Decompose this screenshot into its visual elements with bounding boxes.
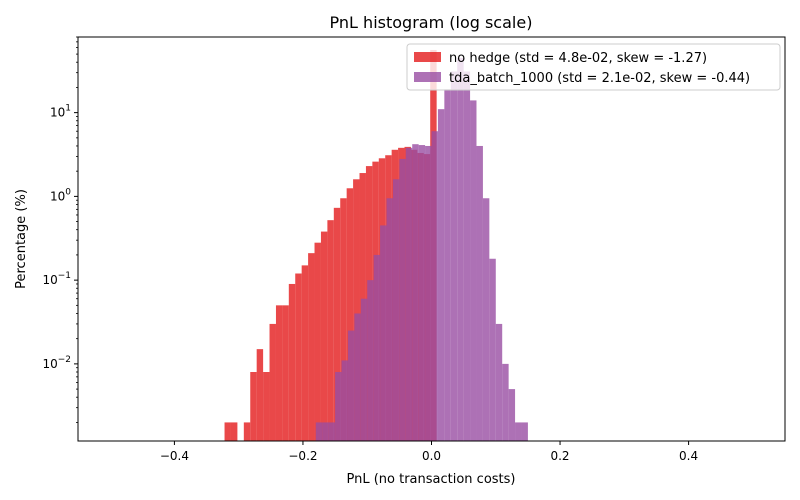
bar-series-1-bin-3 bbox=[335, 372, 342, 441]
bar-series-0-bin-2 bbox=[243, 422, 251, 441]
y-tick-label-0: 10−2 bbox=[42, 355, 71, 371]
bar-series-1-bin-10 bbox=[380, 225, 387, 441]
legend-box bbox=[406, 43, 781, 91]
y-tick-label-1: 10−1 bbox=[42, 271, 71, 287]
legend-label-1: tda_batch_1000 (std = 2.1e-02, skew = -0… bbox=[449, 71, 750, 86]
axes: −0.4 −0.2 0.0 0.2 0.4 10−2 10−1 100 101 bbox=[42, 36, 786, 463]
bar-series-1-bin-30 bbox=[508, 389, 516, 441]
bar-series-0-bin-1 bbox=[230, 422, 238, 441]
bar-series-1-bin-8 bbox=[367, 280, 374, 441]
bar-series-0-bin-8 bbox=[282, 305, 289, 441]
chart-title: PnL histogram (log scale) bbox=[330, 13, 533, 32]
legend-label-0: no hedge (std = 4.8e-02, skew = -1.27) bbox=[449, 51, 707, 66]
bar-series-1-bin-6 bbox=[354, 313, 361, 441]
x-tick-label-1: −0.2 bbox=[288, 449, 317, 463]
y-tick-label-3: 101 bbox=[50, 104, 71, 120]
x-tick-label-3: 0.2 bbox=[550, 449, 569, 463]
bar-series-0-bin-16 bbox=[333, 207, 341, 441]
bar-series-1-bin-16 bbox=[418, 145, 426, 441]
bar-series-1-bin-31 bbox=[515, 422, 522, 441]
bar-series-1-bin-13 bbox=[399, 158, 406, 441]
bar-series-1-bin-17 bbox=[425, 145, 432, 441]
bar-series-1-bin-26 bbox=[482, 198, 490, 441]
bar-series-1-bin-4 bbox=[341, 360, 348, 441]
legend-swatch-1 bbox=[414, 72, 441, 82]
bar-series-1-bin-25 bbox=[476, 145, 483, 441]
bar-series-1-bin-27 bbox=[489, 258, 496, 441]
bar-series-0-bin-3 bbox=[250, 372, 257, 441]
bar-series-1-bin-28 bbox=[495, 323, 503, 441]
bar-series-0-bin-19 bbox=[353, 179, 360, 442]
bar-series-0-bin-12 bbox=[308, 253, 315, 441]
histogram-bars bbox=[224, 49, 528, 442]
x-tick-label-2: 0.0 bbox=[422, 449, 441, 463]
bar-series-1-bin-12 bbox=[392, 179, 400, 442]
bar-series-1-bin-19 bbox=[437, 109, 445, 442]
bar-series-1-bin-9 bbox=[373, 254, 381, 441]
x-tick-label-0: −0.4 bbox=[160, 449, 189, 463]
y-axis-label: Percentage (%) bbox=[14, 189, 29, 289]
bar-series-0-bin-18 bbox=[346, 188, 354, 441]
bar-series-1-bin-22 bbox=[457, 57, 464, 442]
bar-series-0-bin-15 bbox=[327, 220, 334, 441]
bar-series-1-bin-20 bbox=[444, 89, 451, 441]
bar-series-1-bin-15 bbox=[412, 144, 419, 441]
bar-series-1-bin-0 bbox=[315, 422, 323, 441]
legend-swatch-0 bbox=[414, 52, 441, 62]
bar-series-1-bin-18 bbox=[431, 131, 438, 441]
bar-series-0-bin-6 bbox=[269, 323, 276, 441]
bar-series-1-bin-29 bbox=[502, 363, 509, 441]
bar-series-0-bin-7 bbox=[275, 305, 283, 441]
bar-series-1-bin-2 bbox=[328, 422, 336, 441]
bar-series-1-bin-5 bbox=[347, 330, 355, 441]
bar-series-1-bin-14 bbox=[405, 147, 413, 441]
bar-series-0-bin-0 bbox=[224, 422, 231, 441]
bar-series-0-bin-17 bbox=[340, 198, 347, 441]
bar-series-0-bin-10 bbox=[295, 273, 302, 441]
bar-series-1-bin-11 bbox=[386, 198, 393, 441]
bar-series-0-bin-9 bbox=[288, 283, 296, 441]
x-axis-label: PnL (no transaction costs) bbox=[346, 472, 515, 487]
bar-series-0-bin-11 bbox=[301, 265, 309, 441]
bar-series-1-bin-23 bbox=[463, 71, 471, 441]
bar-series-1-bin-7 bbox=[360, 298, 368, 441]
bar-series-1-bin-32 bbox=[521, 422, 528, 441]
bar-series-0-bin-13 bbox=[314, 242, 321, 441]
y-tick-label-2: 100 bbox=[50, 187, 71, 203]
legend: no hedge (std = 4.8e-02, skew = -1.27) td… bbox=[406, 43, 781, 91]
x-tick-label-4: 0.4 bbox=[679, 449, 698, 463]
bar-series-1-bin-21 bbox=[450, 71, 458, 441]
bar-series-1-bin-1 bbox=[322, 422, 329, 441]
bar-series-0-bin-14 bbox=[320, 231, 328, 441]
bar-series-1-bin-24 bbox=[470, 100, 477, 442]
bar-series-0-bin-5 bbox=[263, 372, 270, 441]
bar-series-0-bin-4 bbox=[256, 349, 264, 441]
